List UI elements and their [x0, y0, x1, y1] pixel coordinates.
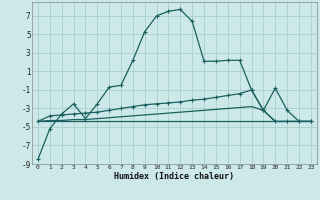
X-axis label: Humidex (Indice chaleur): Humidex (Indice chaleur): [115, 172, 234, 181]
